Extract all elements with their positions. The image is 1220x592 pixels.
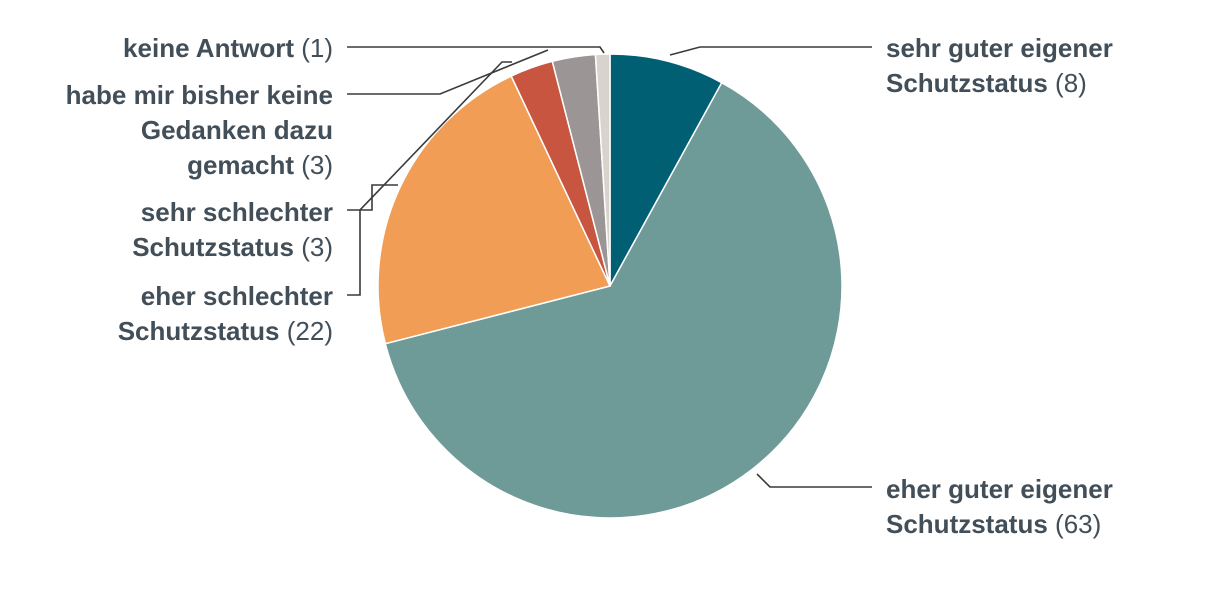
slice-label: sehr schlechter Schutzstatus (3) — [132, 197, 333, 262]
slice-label: sehr guter eigener Schutzstatus (8) — [886, 33, 1113, 98]
pie-slice — [377, 75, 612, 345]
pie-slice — [384, 81, 843, 519]
leader-line — [347, 184, 398, 211]
slice-label: eher guter eigener Schutzstatus (63) — [886, 474, 1113, 539]
leader-lines — [347, 46, 872, 488]
slice-label: eher schlechter Schutzstatus (22) — [118, 281, 333, 346]
leader-line — [347, 49, 549, 95]
leader-line — [669, 46, 872, 56]
leader-line — [756, 473, 872, 488]
slice-labels: sehr guter eigener Schutzstatus (8) eher g… — [66, 33, 1113, 539]
pie-slices — [377, 53, 843, 519]
slice-label: habe mir bisher keine Gedanken dazu gemach… — [66, 80, 333, 180]
pie-slice — [594, 53, 611, 287]
leader-line — [347, 46, 605, 54]
slice-label: keine Antwort (1) — [123, 33, 333, 63]
pie-slice — [609, 53, 723, 287]
